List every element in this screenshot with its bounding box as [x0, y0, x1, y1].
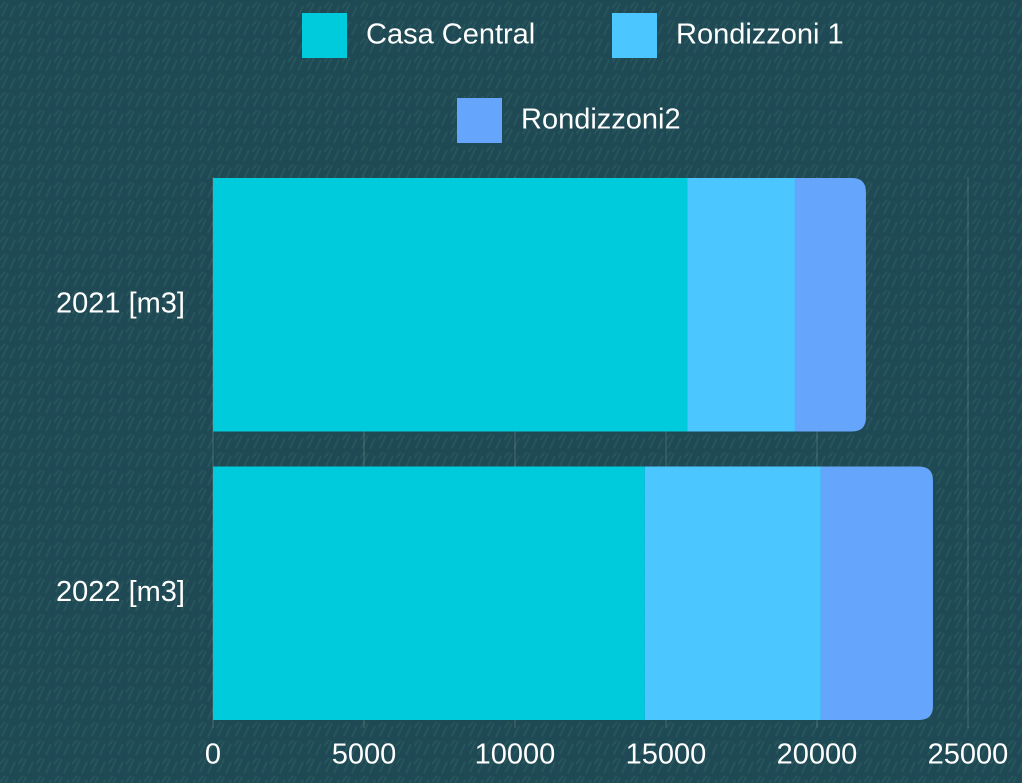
legend-swatch: [302, 13, 347, 58]
y-tick-label: 2021 [m3]: [56, 287, 185, 319]
x-tick-label: 0: [205, 739, 221, 771]
x-tick-label: 10000: [475, 739, 556, 771]
bar-segment: [213, 466, 645, 720]
legend-label: Casa Central: [366, 19, 535, 51]
legend-label: Rondizzoni2: [521, 104, 681, 136]
x-tick-label: 5000: [332, 739, 397, 771]
x-tick-label: 15000: [626, 739, 707, 771]
bar-segment: [820, 466, 933, 720]
legend-swatch: [612, 13, 657, 58]
legend-swatch: [457, 98, 502, 143]
legend-label: Rondizzoni 1: [676, 19, 844, 51]
bar-segment: [687, 178, 795, 432]
bar-segment: [644, 466, 821, 720]
y-tick-label: 2022 [m3]: [56, 576, 185, 608]
x-tick-label: 20000: [777, 739, 858, 771]
x-tick-label: 25000: [928, 739, 1009, 771]
bar-segment: [794, 178, 866, 432]
bar-segment: [213, 178, 688, 432]
